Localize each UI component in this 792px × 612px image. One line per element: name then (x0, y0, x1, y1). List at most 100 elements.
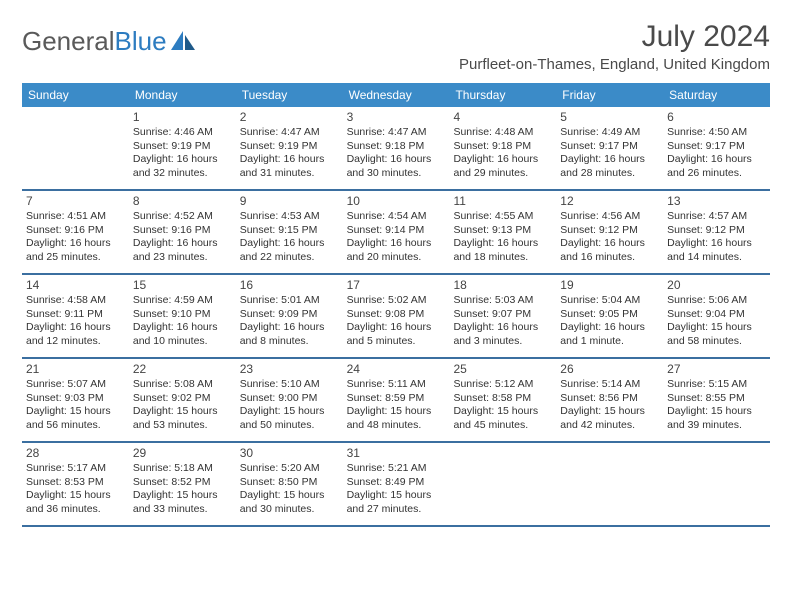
day-number: 10 (347, 194, 446, 209)
week-row: 14Sunrise: 4:58 AMSunset: 9:11 PMDayligh… (22, 275, 770, 359)
day-cell: 12Sunrise: 4:56 AMSunset: 9:12 PMDayligh… (556, 191, 663, 273)
daylight-text: Daylight: 16 hours and 14 minutes. (667, 237, 766, 264)
daylight-text: Daylight: 15 hours and 36 minutes. (26, 489, 125, 516)
daylight-text: Daylight: 15 hours and 42 minutes. (560, 405, 659, 432)
sunrise-text: Sunrise: 5:17 AM (26, 462, 125, 475)
daylight-text: Daylight: 15 hours and 50 minutes. (240, 405, 339, 432)
day-cell: 28Sunrise: 5:17 AMSunset: 8:53 PMDayligh… (22, 443, 129, 525)
sunset-text: Sunset: 9:10 PM (133, 308, 232, 321)
daylight-text: Daylight: 15 hours and 48 minutes. (347, 405, 446, 432)
daylight-text: Daylight: 16 hours and 22 minutes. (240, 237, 339, 264)
sunset-text: Sunset: 9:13 PM (453, 224, 552, 237)
logo-text-general: General (22, 26, 115, 57)
calendar-body: 1Sunrise: 4:46 AMSunset: 9:19 PMDaylight… (22, 107, 770, 527)
day-number: 29 (133, 446, 232, 461)
day-cell: 15Sunrise: 4:59 AMSunset: 9:10 PMDayligh… (129, 275, 236, 357)
day-cell: 1Sunrise: 4:46 AMSunset: 9:19 PMDaylight… (129, 107, 236, 189)
sunset-text: Sunset: 9:19 PM (240, 140, 339, 153)
daylight-text: Daylight: 16 hours and 8 minutes. (240, 321, 339, 348)
logo-sail-icon (170, 30, 196, 52)
sunrise-text: Sunrise: 4:55 AM (453, 210, 552, 223)
sunset-text: Sunset: 8:56 PM (560, 392, 659, 405)
sunrise-text: Sunrise: 4:53 AM (240, 210, 339, 223)
day-number: 5 (560, 110, 659, 125)
daylight-text: Daylight: 16 hours and 25 minutes. (26, 237, 125, 264)
daylight-text: Daylight: 16 hours and 23 minutes. (133, 237, 232, 264)
day-cell: 25Sunrise: 5:12 AMSunset: 8:58 PMDayligh… (449, 359, 556, 441)
dow-thursday: Thursday (449, 83, 556, 107)
daylight-text: Daylight: 15 hours and 30 minutes. (240, 489, 339, 516)
day-number: 1 (133, 110, 232, 125)
title-block: July 2024 Purfleet-on-Thames, England, U… (459, 20, 770, 73)
day-number: 21 (26, 362, 125, 377)
day-cell: 16Sunrise: 5:01 AMSunset: 9:09 PMDayligh… (236, 275, 343, 357)
day-number: 17 (347, 278, 446, 293)
sunset-text: Sunset: 8:58 PM (453, 392, 552, 405)
day-number: 30 (240, 446, 339, 461)
sunset-text: Sunset: 9:05 PM (560, 308, 659, 321)
day-cell: 24Sunrise: 5:11 AMSunset: 8:59 PMDayligh… (343, 359, 450, 441)
day-number: 20 (667, 278, 766, 293)
sunset-text: Sunset: 9:17 PM (560, 140, 659, 153)
day-number: 11 (453, 194, 552, 209)
day-number: 24 (347, 362, 446, 377)
sunrise-text: Sunrise: 4:54 AM (347, 210, 446, 223)
daylight-text: Daylight: 16 hours and 3 minutes. (453, 321, 552, 348)
sunrise-text: Sunrise: 4:47 AM (347, 126, 446, 139)
day-cell: 29Sunrise: 5:18 AMSunset: 8:52 PMDayligh… (129, 443, 236, 525)
dow-wednesday: Wednesday (343, 83, 450, 107)
daylight-text: Daylight: 15 hours and 33 minutes. (133, 489, 232, 516)
day-cell (22, 107, 129, 189)
sunrise-text: Sunrise: 5:08 AM (133, 378, 232, 391)
sunset-text: Sunset: 9:00 PM (240, 392, 339, 405)
day-cell: 22Sunrise: 5:08 AMSunset: 9:02 PMDayligh… (129, 359, 236, 441)
sunset-text: Sunset: 9:04 PM (667, 308, 766, 321)
day-cell: 3Sunrise: 4:47 AMSunset: 9:18 PMDaylight… (343, 107, 450, 189)
sunrise-text: Sunrise: 4:49 AM (560, 126, 659, 139)
sunrise-text: Sunrise: 5:01 AM (240, 294, 339, 307)
sunset-text: Sunset: 9:08 PM (347, 308, 446, 321)
week-row: 1Sunrise: 4:46 AMSunset: 9:19 PMDaylight… (22, 107, 770, 191)
daylight-text: Daylight: 16 hours and 32 minutes. (133, 153, 232, 180)
daylight-text: Daylight: 15 hours and 27 minutes. (347, 489, 446, 516)
daylight-text: Daylight: 15 hours and 45 minutes. (453, 405, 552, 432)
day-cell: 23Sunrise: 5:10 AMSunset: 9:00 PMDayligh… (236, 359, 343, 441)
day-number: 12 (560, 194, 659, 209)
sunset-text: Sunset: 9:03 PM (26, 392, 125, 405)
daylight-text: Daylight: 15 hours and 53 minutes. (133, 405, 232, 432)
day-number: 25 (453, 362, 552, 377)
week-row: 7Sunrise: 4:51 AMSunset: 9:16 PMDaylight… (22, 191, 770, 275)
sunrise-text: Sunrise: 5:07 AM (26, 378, 125, 391)
sunrise-text: Sunrise: 4:59 AM (133, 294, 232, 307)
sunset-text: Sunset: 9:16 PM (26, 224, 125, 237)
sunset-text: Sunset: 9:11 PM (26, 308, 125, 321)
sunset-text: Sunset: 9:15 PM (240, 224, 339, 237)
day-number: 19 (560, 278, 659, 293)
sunset-text: Sunset: 9:19 PM (133, 140, 232, 153)
sunrise-text: Sunrise: 4:50 AM (667, 126, 766, 139)
title-location: Purfleet-on-Thames, England, United King… (459, 56, 770, 73)
daylight-text: Daylight: 15 hours and 56 minutes. (26, 405, 125, 432)
day-number: 16 (240, 278, 339, 293)
sunrise-text: Sunrise: 4:58 AM (26, 294, 125, 307)
sunrise-text: Sunrise: 5:15 AM (667, 378, 766, 391)
sunrise-text: Sunrise: 5:14 AM (560, 378, 659, 391)
sunset-text: Sunset: 8:55 PM (667, 392, 766, 405)
dow-header-row: Sunday Monday Tuesday Wednesday Thursday… (22, 83, 770, 107)
sunrise-text: Sunrise: 5:18 AM (133, 462, 232, 475)
sunrise-text: Sunrise: 4:51 AM (26, 210, 125, 223)
day-number: 26 (560, 362, 659, 377)
day-number: 31 (347, 446, 446, 461)
day-cell (449, 443, 556, 525)
day-cell: 4Sunrise: 4:48 AMSunset: 9:18 PMDaylight… (449, 107, 556, 189)
daylight-text: Daylight: 15 hours and 58 minutes. (667, 321, 766, 348)
sunrise-text: Sunrise: 5:02 AM (347, 294, 446, 307)
day-cell: 18Sunrise: 5:03 AMSunset: 9:07 PMDayligh… (449, 275, 556, 357)
daylight-text: Daylight: 16 hours and 16 minutes. (560, 237, 659, 264)
day-number: 7 (26, 194, 125, 209)
dow-saturday: Saturday (663, 83, 770, 107)
sunset-text: Sunset: 9:12 PM (667, 224, 766, 237)
day-number: 23 (240, 362, 339, 377)
day-cell: 26Sunrise: 5:14 AMSunset: 8:56 PMDayligh… (556, 359, 663, 441)
sunset-text: Sunset: 9:16 PM (133, 224, 232, 237)
